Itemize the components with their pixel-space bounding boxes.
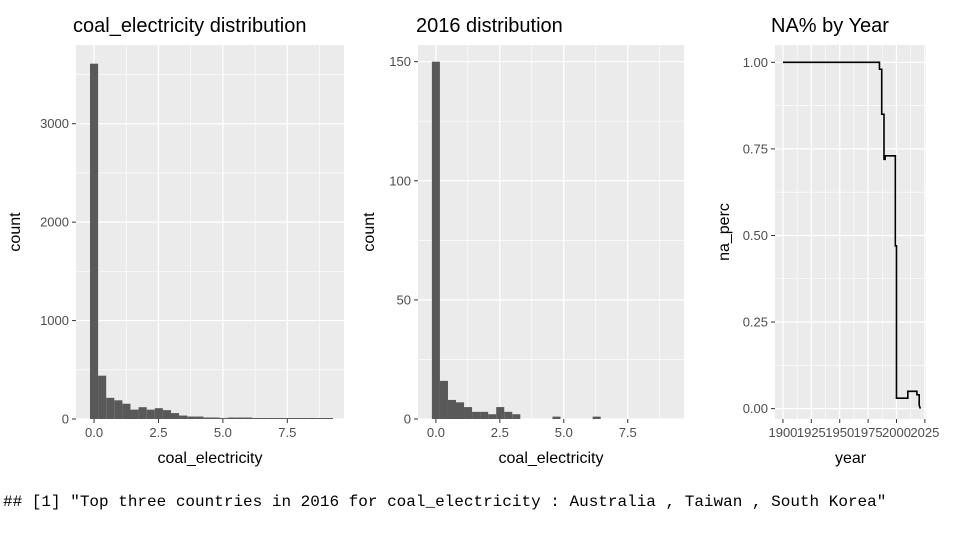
na-perc-line (782, 61, 922, 409)
histogram-bar (292, 418, 301, 419)
x-axis-title: year (835, 450, 867, 467)
histogram-bar (251, 418, 261, 419)
histogram-bar (504, 411, 513, 419)
y-axis-title: count (361, 212, 378, 252)
y-tick-label: 1000 (40, 313, 69, 328)
y-tick-label: 0.50 (743, 228, 768, 243)
x-tick-label: 2.5 (149, 425, 167, 440)
histogram-bar (260, 418, 269, 419)
histogram-bar (203, 417, 212, 419)
console-output: ## [1] "Top three countries in 2016 for … (3, 493, 887, 511)
x-tick-label: 1900 (768, 425, 797, 440)
histogram-bar (480, 411, 489, 419)
plot-background (775, 45, 926, 419)
y-axis-title: na_perc (716, 203, 733, 261)
y-tick-label: 0.00 (743, 401, 768, 416)
histogram-bar (456, 402, 465, 419)
histogram-bar (211, 417, 220, 419)
histogram-bar (300, 418, 309, 419)
histogram-bar (162, 410, 171, 419)
x-tick-label: 1950 (825, 425, 854, 440)
histogram-bar (243, 417, 252, 419)
x-tick-label: 5.0 (214, 425, 232, 440)
panel-na-by-year: NA% by Year 1900 1925 1950 1975 2000 2025 0.00… (716, 15, 939, 467)
histogram-bar (284, 418, 293, 419)
histogram-bar (308, 418, 317, 419)
histogram-bar (464, 407, 473, 419)
histogram-bar (431, 61, 440, 419)
histogram-bar (592, 416, 601, 419)
y-tick-label: 0.25 (743, 315, 768, 330)
y-tick-label: 100 (389, 173, 411, 188)
histogram-bar (146, 409, 155, 419)
axis-ticks: 0.0 2.5 5.0 7.5 0 1000 2000 3000 (40, 116, 296, 440)
panel-2016-distribution: 2016 distribution 0.0 2.5 5.0 7.5050100150 … (361, 15, 684, 467)
histogram-bar (154, 408, 163, 419)
x-tick-label: 1925 (797, 425, 826, 440)
y-tick-label: 2000 (40, 215, 69, 230)
x-axis-title: coal_electricity (158, 450, 263, 467)
histogram-bar (122, 403, 131, 419)
histogram-bar (106, 397, 115, 419)
x-tick-label: 0.0 (85, 425, 103, 440)
y-axis-title: count (7, 212, 24, 252)
chart-title: coal_electricity distribution (73, 15, 306, 37)
histogram-bars (89, 63, 333, 419)
x-tick-label: 2000 (882, 425, 911, 440)
histogram-bar (114, 400, 123, 419)
histogram-bar (179, 415, 188, 419)
plot-background (418, 45, 684, 419)
chart-title: 2016 distribution (416, 15, 563, 37)
histogram-bar (488, 414, 497, 419)
y-tick-label: 0 (404, 412, 411, 427)
y-tick-label: 0 (62, 412, 69, 427)
histogram-bar (130, 409, 139, 419)
x-tick-label: 1975 (854, 425, 883, 440)
x-tick-label: 2025 (910, 425, 939, 440)
histogram-bar (235, 417, 244, 419)
histogram-bar (227, 417, 236, 419)
x-tick-label: 2.5 (491, 425, 509, 440)
histogram-bar (439, 380, 448, 419)
histogram-bar (472, 411, 481, 419)
histogram-bar (89, 63, 99, 419)
histogram-bar (98, 375, 107, 419)
x-tick-label: 7.5 (619, 425, 637, 440)
x-tick-label: 0.0 (427, 425, 445, 440)
step-line-series (782, 61, 922, 409)
histogram-bar (219, 418, 228, 419)
y-tick-label: 1.00 (743, 55, 768, 70)
y-tick-label: 50 (397, 292, 411, 307)
y-tick-label: 0.75 (743, 141, 768, 156)
histogram-bar (447, 399, 457, 419)
y-tick-label: 3000 (40, 116, 69, 131)
plot-background (76, 45, 344, 419)
x-tick-label: 7.5 (278, 425, 296, 440)
histogram-bar (170, 413, 180, 419)
histogram-bar (268, 418, 277, 419)
histogram-bar (276, 418, 285, 419)
y-tick-label: 150 (389, 54, 411, 69)
histogram-bar (138, 407, 147, 419)
histogram-bars (431, 61, 601, 419)
axis-ticks: 0.0 2.5 5.0 7.5 0 50 100 150 (389, 54, 636, 440)
histogram-bar (512, 414, 521, 419)
histogram-bar (316, 418, 325, 419)
panel-coal-distribution: coal_electricity distribution 0.0 2.5 5.0 7… (7, 15, 344, 467)
x-axis-title: coal_electricity (499, 450, 604, 467)
histogram-bar (195, 416, 204, 419)
histogram-bar (552, 416, 561, 419)
histogram-bar (496, 407, 505, 419)
axis-ticks: 1900 1925 1950 1975 2000 2025 0.00 0.25 0.50 0.75… (743, 55, 940, 440)
chart-title: NA% by Year (771, 15, 889, 37)
histogram-bar (187, 416, 196, 419)
histogram-bar (324, 418, 333, 419)
x-tick-label: 5.0 (555, 425, 573, 440)
